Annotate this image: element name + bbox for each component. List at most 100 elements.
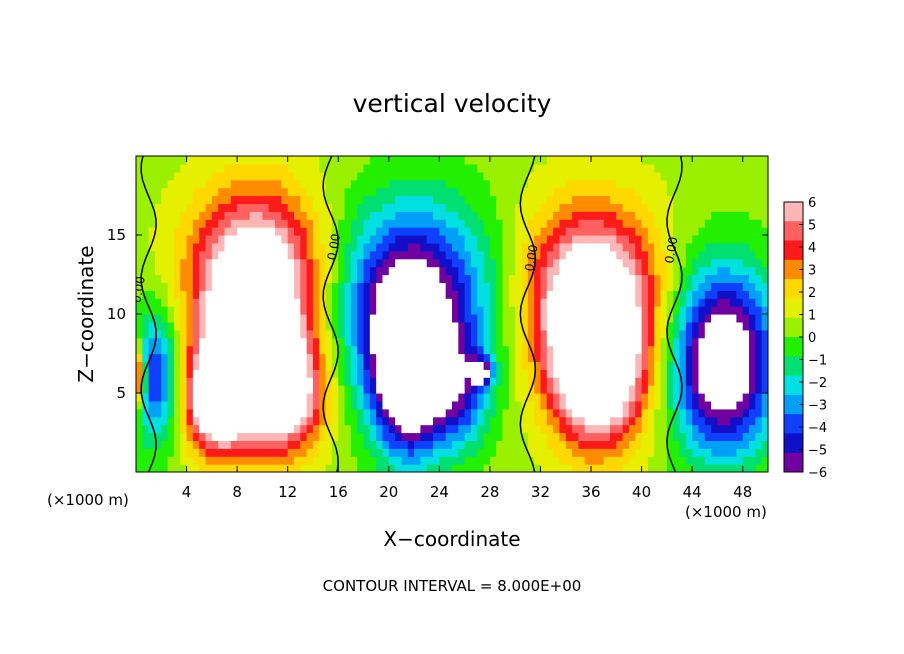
heatmap-cell [464,377,472,386]
heatmap-cell [515,416,523,426]
heatmap-cell [730,235,737,244]
heatmap-cell [666,393,674,402]
heatmap-cell [186,314,194,323]
heatmap-cell [489,424,497,434]
heatmap-cell [167,211,175,220]
heatmap-cell [578,282,586,291]
heatmap-cell [376,385,384,394]
heatmap-cell [578,337,586,347]
heatmap-cell [521,393,529,402]
heatmap-cell [199,306,207,315]
heatmap-cell [755,416,763,426]
heatmap-cell [161,337,169,347]
heatmap-cell [521,337,529,347]
heatmap-cell [452,377,459,386]
heatmap-cell [401,353,409,362]
heatmap-cell [148,337,156,347]
heatmap-cell [692,235,700,244]
heatmap-cell [502,456,510,465]
heatmap-cell [192,274,200,283]
heatmap-cell [192,195,200,204]
heatmap-cell [704,171,712,181]
heatmap-cell [711,424,719,434]
heatmap-cell [591,258,598,268]
heatmap-cell [489,298,497,307]
heatmap-cell [452,456,459,465]
heatmap-cell [407,329,415,339]
heatmap-cell [268,171,276,181]
y-tick-label: 10 [107,305,126,323]
heatmap-cell [382,448,390,457]
heatmap-cell [641,242,649,252]
heatmap-cell [136,361,143,370]
heatmap-cell [161,424,169,434]
heatmap-cell [142,456,150,465]
heatmap-cell [628,393,636,402]
heatmap-cell [382,266,390,276]
heatmap-cell [211,377,219,386]
heatmap-cell [281,203,289,212]
heatmap-cell [717,290,725,299]
heatmap-cell [180,321,188,331]
heatmap-cell [508,361,516,370]
heatmap-cell [660,282,668,291]
heatmap-cell [142,163,150,173]
heatmap-cell [666,187,674,197]
heatmap-cell [268,337,276,347]
heatmap-cell [224,314,232,323]
heatmap-cell [527,424,535,434]
heatmap-cell [344,314,352,323]
heatmap-cell [730,282,737,291]
heatmap-cell [256,156,263,165]
heatmap-cell [572,456,579,465]
heatmap-cell [603,329,611,339]
heatmap-cell [489,235,497,244]
heatmap-cell [521,258,529,268]
heatmap-cell [483,329,491,339]
heatmap-cell [502,440,510,449]
heatmap-cell [154,298,162,307]
heatmap-cell [458,314,466,323]
heatmap-cell [572,298,579,307]
heatmap-cell [578,400,586,410]
heatmap-cell [344,242,352,252]
heatmap-cell [704,266,712,276]
heatmap-cell [388,456,396,465]
heatmap-cell [749,258,756,268]
heatmap-cell [565,440,573,449]
heatmap-cell [742,377,750,386]
heatmap-cell [723,298,731,307]
heatmap-cell [319,219,327,228]
heatmap-cell [717,163,725,173]
heatmap-cell [458,163,466,173]
heatmap-cell [211,171,219,181]
heatmap-cell [515,179,523,189]
heatmap-cell [723,321,731,331]
heatmap-cell [723,385,731,394]
heatmap-cell [395,203,403,212]
heatmap-cell [496,258,504,268]
heatmap-cell [565,464,573,472]
heatmap-cell [711,306,719,315]
heatmap-cell [508,298,516,307]
heatmap-cell [306,227,314,236]
heatmap-cell [515,314,523,323]
heatmap-cell [433,156,440,165]
heatmap-cell [243,456,251,465]
heatmap-cell [483,424,491,434]
heatmap-cell [692,282,700,291]
heatmap-cell [470,385,478,394]
x-tick-label: 40 [632,483,651,501]
heatmap-cell [300,448,308,457]
heatmap-cell [679,448,687,457]
heatmap-cell [401,456,409,465]
heatmap-cell [211,440,219,449]
heatmap-cell [717,298,725,307]
heatmap-cell [515,298,523,307]
heatmap-cell [319,337,327,347]
heatmap-cell [736,195,744,204]
heatmap-cell [572,266,579,276]
heatmap-cell [489,385,497,394]
heatmap-cell [679,345,687,355]
heatmap-cell [420,203,428,212]
